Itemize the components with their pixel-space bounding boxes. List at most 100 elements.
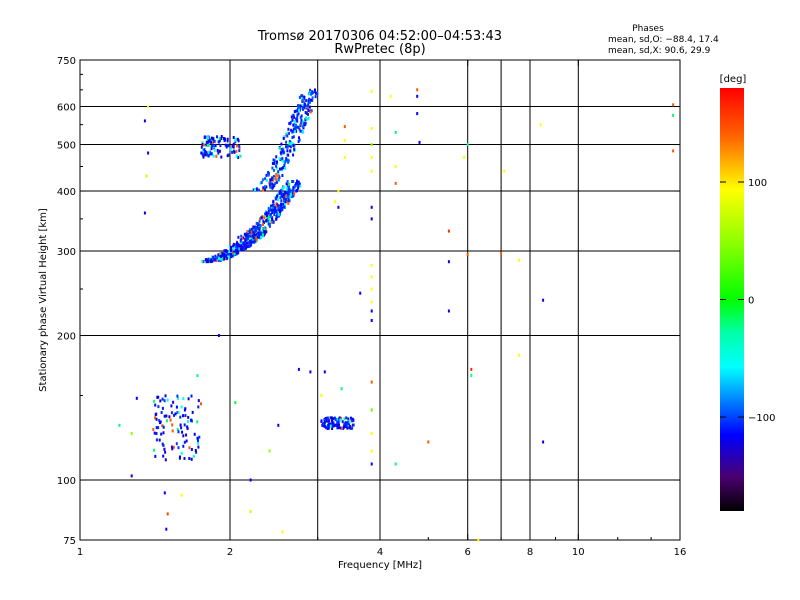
data-point [220,255,222,258]
data-point [237,251,240,255]
data-point [275,161,278,165]
data-point [207,139,210,143]
data-point [192,454,195,458]
data-point [202,143,205,147]
colorbar[interactable]: [deg] 100 0 −100 [720,74,776,511]
data-point [416,112,419,116]
data-point [370,205,373,209]
data-point [284,166,286,170]
data-point [233,243,236,247]
data-point [226,139,229,143]
data-point [302,106,305,110]
data-point [160,432,163,436]
data-point [298,127,301,131]
data-point [271,211,274,215]
data-point [267,220,270,223]
data-point [262,221,265,224]
data-point [205,258,208,262]
data-point [300,114,303,118]
data-point [286,158,289,162]
data-point [336,420,339,424]
data-point [153,448,156,452]
data-point [370,169,373,173]
data-point [279,189,281,193]
data-point [323,420,326,424]
data-point [282,205,285,209]
data-point [239,247,242,251]
data-point [257,231,260,235]
data-point [293,115,295,119]
data-point [238,244,240,248]
data-point [236,137,239,141]
data-point [337,426,340,430]
data-point [280,202,283,206]
data-point [275,178,278,182]
data-point [346,426,349,430]
data-point [233,250,236,254]
data-point [288,144,291,148]
data-point [308,92,311,96]
data-point [177,446,180,450]
data-point [273,162,275,165]
data-point [297,112,300,116]
data-point [200,145,203,149]
data-point [292,113,295,117]
data-point [177,430,180,434]
data-point [269,185,272,188]
data-point [155,432,158,435]
data-point [293,130,296,134]
data-point [394,181,397,185]
data-point [214,143,217,147]
data-point [307,103,310,107]
data-point [286,186,289,190]
data-point [311,96,314,100]
data-point [242,236,245,240]
colorbar-tick-label: 0 [748,296,754,307]
data-point [320,419,323,423]
y-tick-label: 200 [57,332,76,343]
data-point [294,126,297,130]
data-point [370,309,373,313]
data-point [349,416,352,420]
data-point [252,230,255,234]
data-point [243,247,246,251]
data-point [266,214,268,217]
data-point [314,88,316,92]
data-point [210,258,213,262]
data-point [672,113,675,117]
data-point [157,395,160,399]
data-point [262,188,264,192]
colorbar-tick-label: 100 [748,178,767,189]
data-point [237,242,240,246]
data-point [195,450,198,454]
data-point [337,421,340,425]
data-point [265,173,268,177]
data-point [240,234,243,238]
data-point [344,425,347,428]
data-point [297,180,300,184]
data-point [226,137,229,141]
data-point [160,411,163,414]
data-point [265,218,268,222]
data-point [250,243,253,247]
data-point [228,250,231,253]
data-point [287,127,290,131]
data-point [264,212,267,216]
data-point [248,244,251,248]
data-point [164,458,167,462]
data-point [205,153,208,157]
data-point [172,400,175,404]
data-point [200,402,202,406]
data-point [470,374,473,378]
data-point [206,137,209,141]
data-point [155,438,158,442]
data-point [258,219,261,223]
data-point [370,380,373,384]
data-point [143,211,146,215]
data-point [295,182,297,186]
data-point [463,155,466,159]
data-point [370,263,373,267]
data-point [158,438,161,442]
y-axis-label: Stationary phase Virtual Height [km] [38,208,49,392]
data-point [171,445,173,449]
